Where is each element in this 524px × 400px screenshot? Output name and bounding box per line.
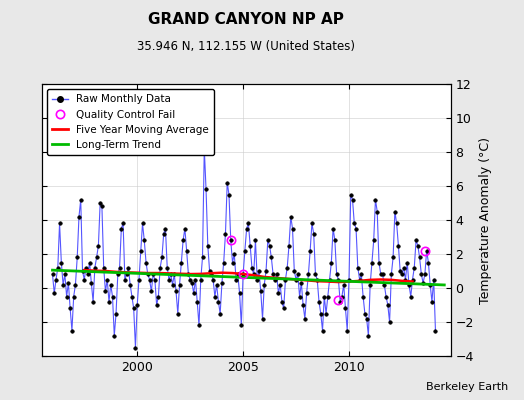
Legend: Raw Monthly Data, Quality Control Fail, Five Year Moving Average, Long-Term Tren: Raw Monthly Data, Quality Control Fail, … xyxy=(47,89,214,155)
Text: Berkeley Earth: Berkeley Earth xyxy=(426,382,508,392)
Text: 35.946 N, 112.155 W (United States): 35.946 N, 112.155 W (United States) xyxy=(137,40,355,53)
Y-axis label: Temperature Anomaly (°C): Temperature Anomaly (°C) xyxy=(479,136,493,304)
Text: GRAND CANYON NP AP: GRAND CANYON NP AP xyxy=(148,12,344,27)
